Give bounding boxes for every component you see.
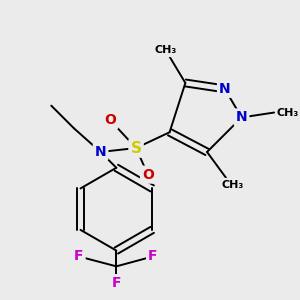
Text: S: S (130, 140, 142, 155)
Text: N: N (95, 145, 106, 159)
Text: O: O (142, 168, 154, 182)
Text: N: N (236, 110, 248, 124)
Text: CH₃: CH₃ (277, 107, 299, 118)
Text: F: F (112, 276, 121, 290)
Text: CH₃: CH₃ (154, 45, 177, 56)
Text: N: N (219, 82, 231, 96)
Text: CH₃: CH₃ (222, 179, 244, 190)
Text: F: F (148, 250, 158, 263)
Text: O: O (104, 113, 116, 128)
Text: F: F (74, 250, 84, 263)
